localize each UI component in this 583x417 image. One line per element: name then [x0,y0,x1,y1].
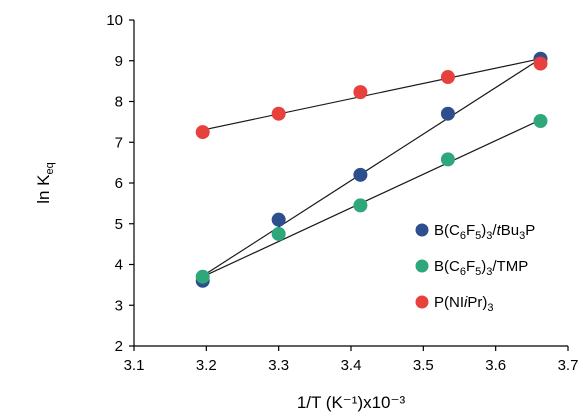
x-tick-label: 3.7 [558,357,579,374]
data-point-series-3 [440,70,455,85]
data-point-series-2 [271,226,286,241]
data-point-series-1 [440,106,455,121]
x-tick-group: 3.1 3.2 3.3 3.4 3.5 3.6 3.7 [124,346,579,374]
data-point-series-1 [271,212,286,227]
legend-label-series-1: B(C6F5)3/tBu3P [434,222,535,242]
y-tick-label: 3 [115,297,123,314]
data-point-series-2 [533,114,548,129]
y-tick-label: 2 [115,338,123,355]
x-tick-label: 3.1 [124,357,145,374]
data-point-series-3 [195,125,210,140]
y-axis-label-main: ln K [34,174,53,204]
data-point-series-2 [440,152,455,167]
x-tick-label: 3.6 [485,357,506,374]
y-tick-label: 8 [115,94,123,111]
legend-label-series-2: B(C6F5)3/TMP [434,258,528,278]
y-tick-group: 2 3 4 5 6 7 8 9 10 [106,12,134,355]
y-tick-label: 10 [106,12,123,29]
y-axis-label-subscript: eq [44,162,56,174]
legend: B(C6F5)3/tBu3P B(C6F5)3/TMP P(NIiPr)3 [415,222,535,314]
y-tick-label: 9 [115,53,123,70]
trendline-series-1 [202,58,541,277]
trendline-series-3 [202,58,541,131]
trendline-group [202,58,541,278]
data-point-series-1 [353,167,368,182]
x-tick-label: 3.3 [268,357,289,374]
trendline-series-2 [202,119,541,278]
data-point-group [195,51,548,288]
x-axis-label: 1/T (K⁻¹)x10⁻³ [297,393,406,412]
y-tick-label: 7 [115,134,123,151]
data-point-series-3 [533,56,548,71]
y-axis-label: ln Keq [34,162,56,204]
legend-marker-series-3 [415,295,429,309]
data-point-series-3 [353,85,368,100]
legend-marker-series-2 [415,259,429,273]
legend-label-series-3: P(NIiPr)3 [434,294,493,314]
data-point-series-2 [353,198,368,213]
legend-marker-series-1 [415,223,429,237]
y-tick-label: 5 [115,216,123,233]
x-tick-label: 3.2 [196,357,217,374]
data-point-series-2 [195,269,210,284]
data-point-series-3 [271,106,286,121]
x-tick-label: 3.4 [341,357,362,374]
y-tick-label: 6 [115,175,123,192]
axes [133,20,568,347]
x-tick-label: 3.5 [413,357,434,374]
y-tick-label: 4 [115,257,123,274]
